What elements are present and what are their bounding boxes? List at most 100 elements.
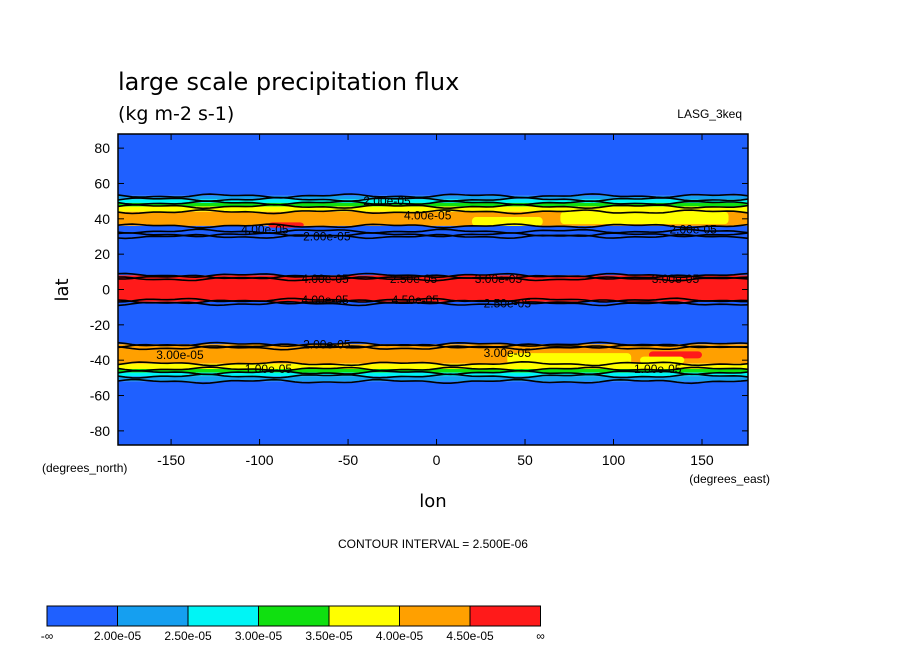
colorbar-label: 3.50e-05 <box>305 629 353 643</box>
contour-line <box>117 203 749 210</box>
contour-label: 3.00e-05 <box>652 272 700 286</box>
contour-line <box>117 299 749 305</box>
contour-line <box>117 276 749 282</box>
colorbar-label: -∞ <box>41 629 54 643</box>
x-axis: -150 -100 -50 0 50 100 150 <box>157 134 714 468</box>
x-axis-label: lon <box>419 491 446 512</box>
contour-line <box>117 300 749 307</box>
colorbar-label: 4.50e-05 <box>446 629 494 643</box>
y-tick-label: 40 <box>94 211 110 227</box>
colorbar-label: 4.00e-05 <box>376 629 424 643</box>
x-tick-label: 0 <box>433 452 441 468</box>
contour-label: 4.00e-05 <box>301 293 349 307</box>
contour-label: 4.00e-05 <box>301 272 349 286</box>
contour-label: 3.00e-05 <box>475 272 523 286</box>
contour-line <box>117 366 749 372</box>
band-8 <box>118 275 748 302</box>
x-tick-label: 100 <box>602 452 626 468</box>
contour-label: 1.00e-05 <box>634 362 682 376</box>
colorbar: -∞ 2.00e-05 2.50e-05 3.00e-05 3.50e-05 4.00e-… <box>41 605 545 643</box>
contour-line <box>117 193 749 199</box>
chart-subtitle: (kg m-2 s-1) <box>118 103 234 125</box>
colorbar-swatch <box>328 605 400 627</box>
contour-label: 2.50e-05 <box>484 297 532 311</box>
y-tick-label: -40 <box>90 352 110 368</box>
contour-label: 2.00e-05 <box>669 222 717 236</box>
y-tick-label: 0 <box>102 282 110 298</box>
x-unit-label: (degrees_east) <box>689 472 770 486</box>
contour-label: 2.00e-05 <box>363 194 411 208</box>
band-2 <box>118 199 748 203</box>
contour-line <box>117 223 749 229</box>
patch-5 <box>640 356 685 364</box>
x-tick-label: 150 <box>690 452 714 468</box>
contour-line <box>117 232 749 238</box>
contour-line <box>117 272 749 279</box>
y-unit-label: (degrees_north) <box>42 461 127 475</box>
contour-labels: 2.00e-054.00e-054.00e-052.00e-052.00e-05… <box>156 194 717 376</box>
band-14 <box>118 376 748 382</box>
contour-label: 1.00e-05 <box>245 362 293 376</box>
contour-label: 4.00e-05 <box>241 222 289 236</box>
band-11 <box>118 363 748 370</box>
band-6 <box>118 225 748 237</box>
contour-label: 3.00e-05 <box>156 348 204 362</box>
contour-line <box>117 360 749 367</box>
band-0 <box>118 134 748 196</box>
colorbar-swatch <box>469 605 541 627</box>
x-tick-label: -100 <box>246 452 274 468</box>
x-tick-label: 50 <box>517 452 533 468</box>
colorbar-swatch <box>399 605 471 627</box>
x-tick-label: -150 <box>157 452 185 468</box>
colorbar-swatch <box>258 605 330 627</box>
contour-line <box>117 345 749 351</box>
contour-label: 4.50e-05 <box>392 293 440 307</box>
contour-line <box>117 196 749 203</box>
band-9 <box>118 301 748 345</box>
band-15 <box>118 381 748 445</box>
colorbar-label: 2.00e-05 <box>94 629 142 643</box>
contour-line <box>117 228 749 234</box>
y-axis: 80 60 40 20 0 -20 -40 -60 -80 <box>90 140 748 439</box>
contour-line <box>117 200 749 206</box>
y-axis-label: lat <box>52 278 73 301</box>
colorbar-swatch <box>117 605 189 627</box>
patch-4 <box>648 351 702 359</box>
patch-1 <box>560 211 729 225</box>
contour-line <box>117 233 749 240</box>
contour-label: 4.00e-05 <box>404 208 452 222</box>
x-tick-label: -50 <box>338 452 358 468</box>
colorbar-label: ∞ <box>536 629 545 643</box>
contour-lines <box>117 193 749 385</box>
plot-area <box>118 134 748 445</box>
colorbar-label: 3.00e-05 <box>235 629 283 643</box>
patch-0 <box>471 217 543 226</box>
y-tick-label: 20 <box>94 246 110 262</box>
contour-line <box>117 378 749 385</box>
y-tick-label: -80 <box>90 423 110 439</box>
colorbar-label: 2.50e-05 <box>164 629 212 643</box>
y-tick-label: 80 <box>94 140 110 156</box>
band-7 <box>118 236 748 276</box>
contour-label: 3.00e-05 <box>484 346 532 360</box>
contour-interval-note: CONTOUR INTERVAL = 2.500E-06 <box>338 537 528 551</box>
y-tick-label: -60 <box>90 388 110 404</box>
contour-line <box>117 208 749 215</box>
y-tick-label: 60 <box>94 175 110 191</box>
contour-line <box>117 369 749 376</box>
band-1 <box>118 195 748 200</box>
contour-label: 2.00e-05 <box>303 229 351 243</box>
dataset-label: LASG_3keq <box>677 107 742 121</box>
colorbar-swatch <box>187 605 259 627</box>
band-12 <box>118 369 748 373</box>
y-tick-label: -20 <box>90 317 110 333</box>
band-13 <box>118 372 748 377</box>
chart-title: large scale precipitation flux <box>118 68 459 96</box>
colorbar-swatch <box>46 605 118 627</box>
contour-line <box>117 297 748 303</box>
contour-line <box>117 373 749 379</box>
contour-label: 2.00e-05 <box>303 337 351 351</box>
band-4 <box>118 206 748 212</box>
contour-label: 2.50e-05 <box>390 272 438 286</box>
